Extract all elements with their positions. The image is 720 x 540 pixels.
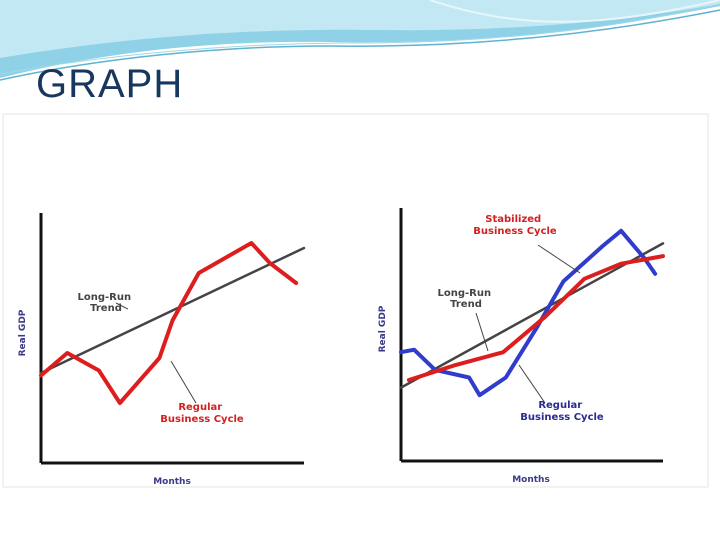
slide-title: GRAPH [36, 62, 184, 106]
series-line-regular-business-cycle [399, 228, 658, 398]
trend-leader-line [475, 312, 489, 352]
series-layer [39, 241, 306, 405]
series-line-regular-business-cycle [39, 241, 299, 405]
series-line-stabilized-business-cycle [406, 254, 665, 382]
series-layer [399, 228, 665, 398]
figure-frame [2, 113, 709, 488]
y-axis-title: Real GDP [378, 305, 388, 352]
y-axis-title: Real GDP [18, 309, 28, 356]
annotation-regular-business-cycle: Regular Business Cycle [160, 402, 244, 425]
series-line-long-run-trend [39, 246, 306, 375]
series-line-long-run-trend [399, 242, 665, 389]
cycle-leader-line [170, 360, 197, 404]
chart-stabilized-cycle: Real GDP Months Stabilized Business Cycl… [378, 208, 665, 485]
x-axis-title: Months [512, 475, 550, 485]
stabilized-leader-line [537, 244, 581, 274]
annotation-stabilized-business-cycle: Stabilized Business Cycle [473, 214, 557, 237]
annotation-long-run-trend: Long-Run Trend [77, 292, 134, 314]
header-banner [0, 0, 720, 81]
figure: Real GDP Months Long-Run Trend Regular B… [2, 113, 709, 488]
trend-leader-line [115, 302, 129, 310]
cycle-leader-line [518, 364, 546, 404]
annotation-regular-business-cycle: Regular Business Cycle [520, 400, 604, 423]
annotation-long-run-trend: Long-Run Trend [437, 288, 494, 310]
chart-regular-cycle: Real GDP Months Long-Run Trend Regular B… [18, 213, 306, 487]
x-axis-title: Months [153, 477, 191, 487]
